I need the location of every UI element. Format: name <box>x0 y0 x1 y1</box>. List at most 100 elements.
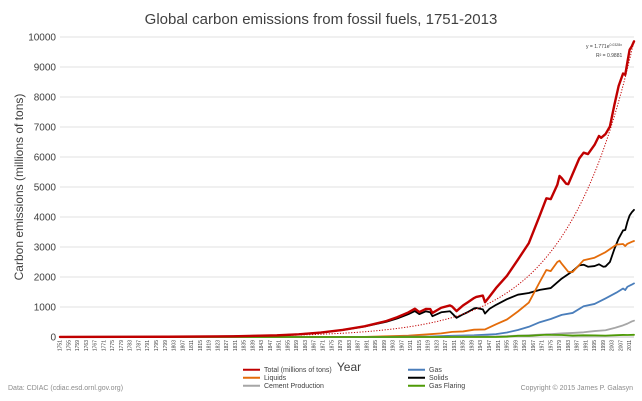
x-tick-label: 1891 <box>364 340 370 351</box>
x-tick-label: 1835 <box>242 340 248 351</box>
legend-label: Gas Flaring <box>429 383 465 390</box>
x-tick-label: 1775 <box>110 340 116 351</box>
x-tick-label: 1751 <box>58 340 64 351</box>
x-tick-label: 1799 <box>163 340 169 351</box>
y-tick-label: 7000 <box>34 123 57 134</box>
x-tick-labels: 1751 1755 1759 1763 1767 1771 1775 1779 1783 1787… <box>58 340 634 351</box>
y-tick-label: 0 <box>50 333 56 344</box>
x-tick-label: 1935 <box>461 340 467 351</box>
x-tick-label: 1791 <box>145 340 151 351</box>
x-tick-label: 1947 <box>487 340 493 351</box>
x-tick-label: 1839 <box>250 340 256 351</box>
chart-title: Global carbon emissions from fossil fuel… <box>145 11 498 28</box>
x-tick-label: 1995 <box>592 340 598 351</box>
x-tick-label: 1803 <box>172 340 178 351</box>
x-tick-label: 1991 <box>583 340 589 351</box>
series-group <box>58 40 636 339</box>
y-tick-labels: 0 1000 2000 3000 4000 5000 6000 7000 8000 9000 100… <box>28 33 56 344</box>
x-tick-label: 1931 <box>452 340 458 351</box>
x-tick-label: 1755 <box>66 340 72 351</box>
y-tick-label: 8000 <box>34 93 57 104</box>
x-tick-label: 1807 <box>180 340 186 351</box>
x-tick-label: 1911 <box>408 340 414 351</box>
legend-label: Gas <box>429 367 442 374</box>
x-tick-label: 1879 <box>338 340 344 351</box>
legend-label: Liquids <box>264 375 287 382</box>
legend-label: Total (millions of tons) <box>264 367 332 374</box>
x-tick-label: 1783 <box>128 340 134 351</box>
x-tick-label: 1895 <box>373 340 379 351</box>
x-tick-label: 1983 <box>566 340 572 351</box>
x-tick-label: 1795 <box>154 340 160 351</box>
x-tick-label: 1767 <box>93 340 99 351</box>
x-tick-label: 1939 <box>469 340 475 351</box>
x-tick-label: 1847 <box>268 340 274 351</box>
x-tick-label: 1815 <box>198 340 204 351</box>
y-tick-label: 6000 <box>34 153 57 164</box>
x-tick-label: 1999 <box>601 340 607 351</box>
x-tick-label: 1943 <box>478 340 484 351</box>
x-tick-label: 1919 <box>426 340 432 351</box>
x-tick-label: 2007 <box>618 340 624 351</box>
x-tick-label: 1759 <box>75 340 81 351</box>
trend-equation-exponent: 0.0328x <box>610 43 623 47</box>
x-tick-label: 1951 <box>496 340 502 351</box>
series-line-gas-flaring <box>59 333 635 338</box>
x-tick-label: 1867 <box>312 340 318 351</box>
x-tick-label: 1763 <box>84 340 90 351</box>
x-tick-label: 1959 <box>513 340 519 351</box>
trend-equation-r2: R² = 0.9881 <box>596 53 622 59</box>
series-line-total-millions-of-tons <box>58 40 636 339</box>
x-tick-label: 1819 <box>207 340 213 351</box>
x-tick-label: 1903 <box>391 340 397 351</box>
x-axis-label: Year <box>337 360 361 374</box>
source-note: Data: CDIAC (cdiac.esd.ornl.gov.org) <box>8 385 123 392</box>
x-tick-label: 1955 <box>505 340 511 351</box>
x-tick-label: 1971 <box>540 340 546 351</box>
y-tick-label: 4000 <box>34 213 57 224</box>
trend-equation-base: y = 1.771e <box>586 44 610 50</box>
series-line-liquids <box>59 240 635 338</box>
trend-equation-formula: y = 1.771e0.0328x <box>586 43 622 50</box>
x-tick-label: 1907 <box>399 340 405 351</box>
x-tick-label: 1771 <box>101 340 107 351</box>
gridlines <box>60 36 634 308</box>
y-tick-label: 9000 <box>34 63 57 74</box>
trendline-total <box>59 40 635 338</box>
x-tick-label: 1967 <box>531 340 537 351</box>
x-tick-label: 1975 <box>548 340 554 351</box>
x-tick-label: 1831 <box>233 340 239 351</box>
x-tick-label: 2003 <box>610 340 616 351</box>
x-tick-label: 1851 <box>277 340 283 351</box>
x-tick-label: 1871 <box>321 340 327 351</box>
x-tick-label: 1923 <box>434 340 440 351</box>
x-tick-label: 1883 <box>347 340 353 351</box>
copyright-note: Copyright © 2015 James P. Galasyn <box>521 384 634 392</box>
x-tick-label: 1987 <box>575 340 581 351</box>
x-tick-label: 1963 <box>522 340 528 351</box>
x-tick-label: 1811 <box>189 340 195 351</box>
trend-equation: y = 1.771e0.0328x R² = 0.9881 <box>586 43 622 59</box>
y-tick-label: 2000 <box>34 273 57 284</box>
x-tick-label: 1779 <box>119 340 125 351</box>
x-tick-label: 1927 <box>443 340 449 351</box>
y-tick-label: 5000 <box>34 183 57 194</box>
legend: Total (millions of tons) Gas Liquids Solids… <box>243 367 465 390</box>
y-tick-label: 1000 <box>34 303 57 314</box>
x-tick-label: 1875 <box>329 340 335 351</box>
y-axis-label: Carbon emissions (millions of tons) <box>12 94 26 281</box>
x-tick-label: 1915 <box>417 340 423 351</box>
x-tick-label: 1855 <box>285 340 291 351</box>
y-tick-label: 3000 <box>34 243 57 254</box>
x-tick-label: 1979 <box>557 340 563 351</box>
y-tick-label: 10000 <box>28 33 56 44</box>
x-tick-label: 1827 <box>224 340 230 351</box>
x-tick-label: 1843 <box>259 340 265 351</box>
legend-label: Cement Production <box>264 383 324 390</box>
legend-label: Solids <box>429 375 449 382</box>
x-tick-label: 1787 <box>136 340 142 351</box>
x-tick-label: 1887 <box>356 340 362 351</box>
x-tick-label: 2011 <box>627 340 633 351</box>
x-tick-label: 1863 <box>303 340 309 351</box>
